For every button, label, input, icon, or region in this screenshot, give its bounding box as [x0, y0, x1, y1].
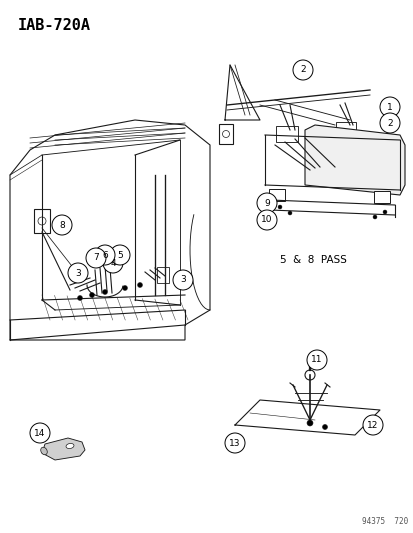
Circle shape — [256, 193, 276, 213]
Circle shape — [103, 253, 123, 273]
Text: 2: 2 — [386, 118, 392, 127]
Text: 8: 8 — [59, 221, 65, 230]
Ellipse shape — [40, 447, 47, 455]
Text: 14: 14 — [34, 429, 45, 438]
Circle shape — [77, 295, 82, 301]
FancyBboxPatch shape — [373, 191, 389, 203]
Text: 5  &  8  PASS: 5 & 8 PASS — [279, 255, 346, 265]
Circle shape — [372, 215, 376, 219]
Text: 10: 10 — [261, 215, 272, 224]
Circle shape — [379, 97, 399, 117]
FancyBboxPatch shape — [335, 122, 355, 136]
Polygon shape — [304, 125, 404, 195]
Circle shape — [68, 263, 88, 283]
Circle shape — [95, 245, 115, 265]
Circle shape — [306, 420, 312, 426]
Circle shape — [379, 113, 399, 133]
Text: 11: 11 — [311, 356, 322, 365]
Circle shape — [382, 210, 386, 214]
Circle shape — [86, 248, 106, 268]
Polygon shape — [42, 438, 85, 460]
Text: IAB-720A: IAB-720A — [18, 18, 91, 33]
Circle shape — [362, 415, 382, 435]
Text: 6: 6 — [102, 251, 108, 260]
Circle shape — [287, 211, 291, 215]
Circle shape — [30, 423, 50, 443]
Text: 1: 1 — [386, 102, 392, 111]
Circle shape — [89, 293, 94, 297]
Circle shape — [110, 245, 130, 265]
Circle shape — [256, 210, 276, 230]
Circle shape — [52, 215, 72, 235]
Text: 2: 2 — [299, 66, 305, 75]
Text: 12: 12 — [366, 421, 378, 430]
Circle shape — [122, 286, 127, 290]
Text: 4: 4 — [110, 259, 116, 268]
Text: 7: 7 — [93, 254, 99, 262]
Circle shape — [322, 424, 327, 430]
Circle shape — [137, 282, 142, 287]
FancyBboxPatch shape — [157, 267, 169, 283]
Circle shape — [277, 205, 281, 209]
Text: 94375  720: 94375 720 — [361, 517, 407, 526]
Circle shape — [224, 433, 244, 453]
Text: 3: 3 — [75, 269, 81, 278]
Circle shape — [304, 370, 314, 380]
FancyBboxPatch shape — [218, 124, 233, 144]
Text: 5: 5 — [117, 251, 123, 260]
Text: 13: 13 — [229, 439, 240, 448]
Text: 3: 3 — [180, 276, 185, 285]
Circle shape — [292, 60, 312, 80]
FancyBboxPatch shape — [34, 209, 50, 233]
Circle shape — [306, 350, 326, 370]
FancyBboxPatch shape — [268, 189, 284, 201]
FancyBboxPatch shape — [275, 126, 297, 142]
Circle shape — [173, 270, 192, 290]
Ellipse shape — [66, 443, 74, 449]
Text: 9: 9 — [263, 198, 269, 207]
Circle shape — [102, 289, 107, 295]
